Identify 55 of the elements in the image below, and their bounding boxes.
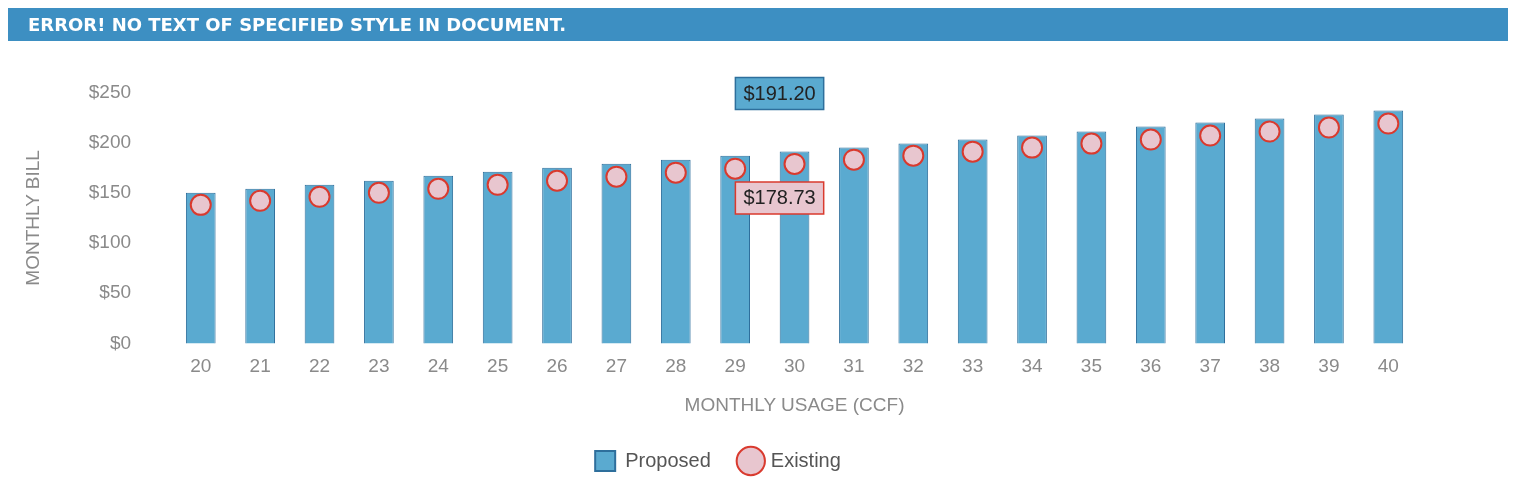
point: [724, 157, 747, 180]
x-tick-label: 40: [1377, 355, 1399, 377]
y-tick-label: $150: [88, 181, 132, 203]
point: [427, 177, 450, 200]
data-label: $191.20: [743, 81, 816, 104]
y-tick-label: $250: [88, 80, 132, 102]
x-tick-label: 39: [1318, 355, 1340, 377]
chart-title: ERROR! NO TEXT OF SPECIFIED STYLE IN DOCUMENT.: [8, 8, 1508, 41]
point: [189, 193, 212, 216]
point: [1199, 124, 1222, 147]
x-tick-label: 30: [783, 355, 806, 377]
point: [961, 140, 984, 163]
point: [249, 189, 272, 212]
x-tick-label: 23: [368, 355, 390, 377]
x-axis-title: MONTHLY USAGE (CCF): [684, 393, 905, 415]
x-tick-label: 37: [1199, 355, 1221, 377]
x-tick-label: 28: [665, 355, 687, 377]
x-tick-label: 31: [843, 355, 865, 377]
legend-label: Existing: [770, 448, 841, 471]
y-tick-label: $0: [109, 331, 132, 353]
point: [1258, 120, 1281, 143]
point: [1139, 128, 1162, 151]
point: [664, 161, 687, 184]
point: [1377, 112, 1400, 135]
x-tick-label: 32: [902, 355, 924, 377]
point: [486, 173, 509, 196]
legend-label: Proposed: [625, 448, 711, 471]
x-tick-label: 29: [724, 355, 746, 377]
y-tick-label: $50: [99, 281, 132, 303]
x-tick-label: 21: [249, 355, 271, 377]
x-tick-label: 35: [1080, 355, 1102, 377]
point: [783, 152, 806, 175]
x-tick-label: 36: [1140, 355, 1162, 377]
point: [1080, 132, 1103, 155]
point: [546, 169, 569, 192]
point: [902, 144, 925, 167]
x-tick-label: 27: [605, 355, 627, 377]
x-tick-label: 34: [1021, 355, 1044, 377]
point: [605, 165, 628, 188]
x-tick-label: 25: [487, 355, 509, 377]
y-tick-label: $200: [88, 130, 132, 152]
point: [308, 185, 331, 208]
x-tick-label: 26: [546, 355, 568, 377]
point: [842, 148, 865, 171]
x-tick-label: 38: [1258, 355, 1281, 377]
point: [1317, 116, 1340, 139]
x-tick-label: 22: [308, 355, 331, 377]
y-tick-label: $100: [88, 231, 132, 253]
y-axis-title: MONTHLY BILL: [21, 150, 43, 286]
point: [1021, 136, 1044, 159]
x-tick-label: 24: [427, 355, 450, 377]
point: [367, 181, 390, 204]
x-tick-label: 20: [190, 355, 212, 377]
x-tick-label: 33: [962, 355, 984, 377]
data-label: $178.73: [743, 186, 816, 209]
